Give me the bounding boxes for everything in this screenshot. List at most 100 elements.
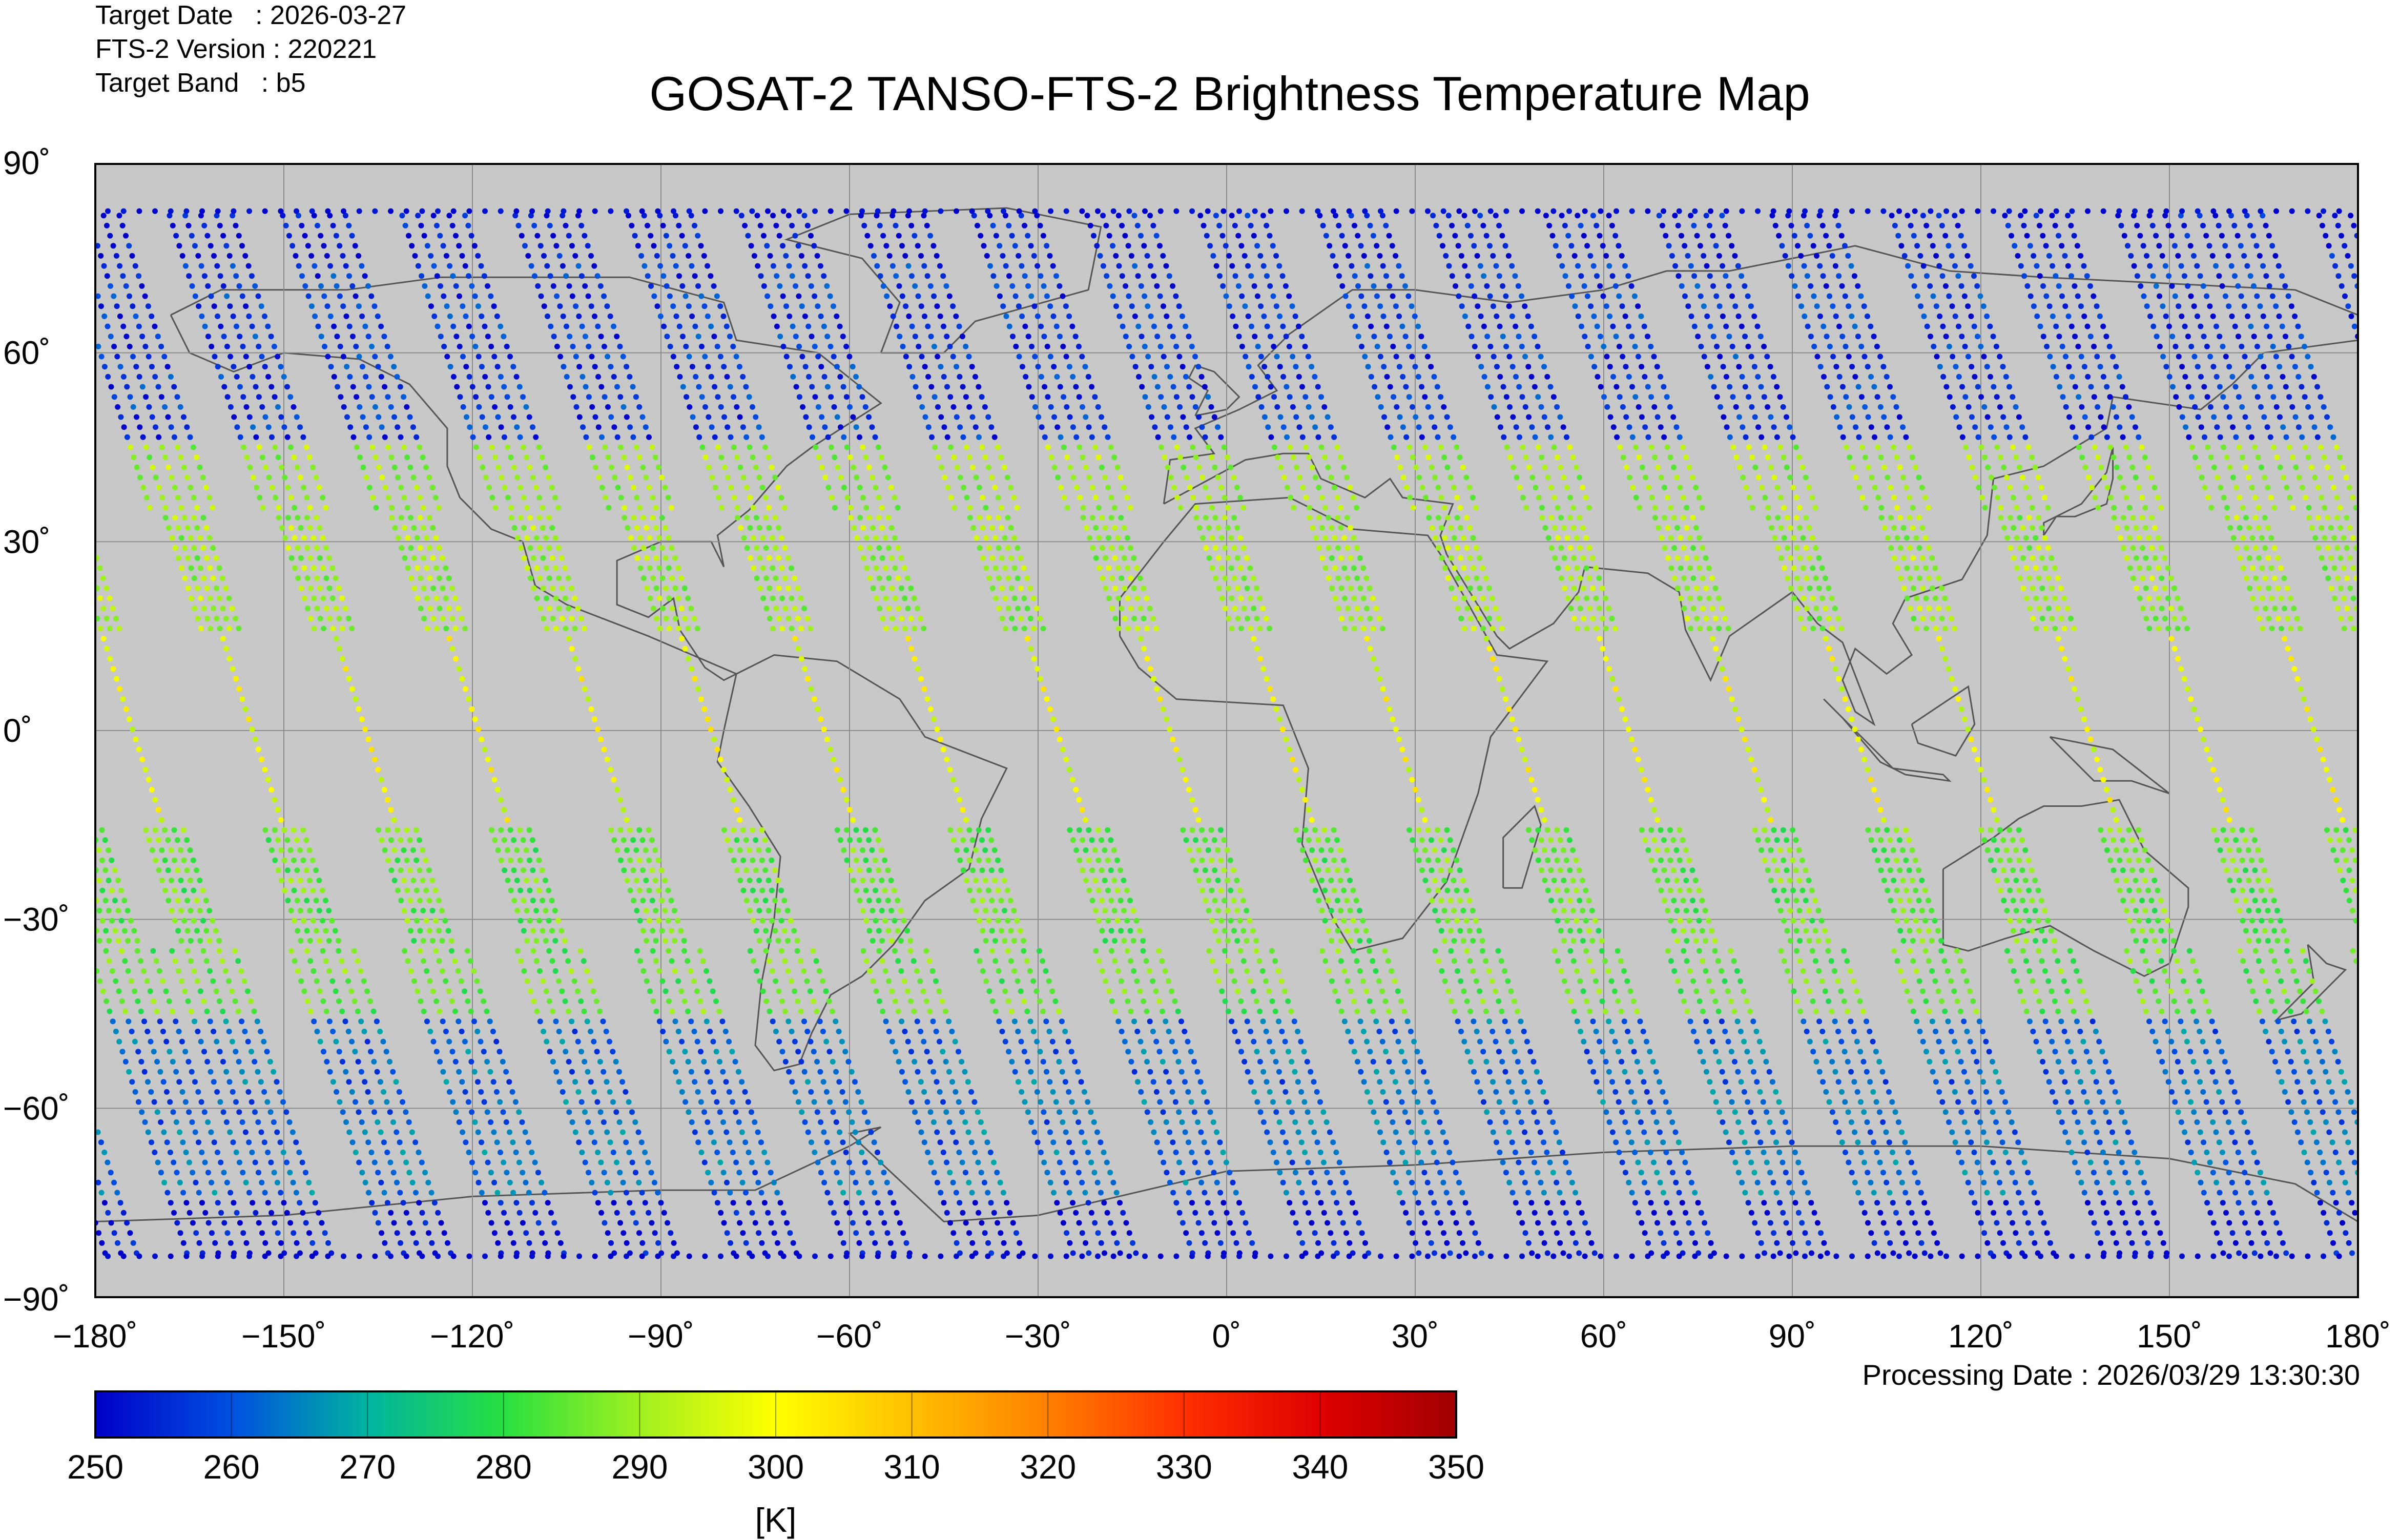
swath-point <box>1215 424 1220 430</box>
swath-point <box>1011 908 1017 913</box>
swath-point <box>1002 988 1008 994</box>
swath-point <box>1263 978 1269 984</box>
swath-point <box>433 535 439 541</box>
swath-point <box>963 817 969 823</box>
swath-point <box>608 364 614 370</box>
swath-point <box>980 928 986 934</box>
swath-point <box>654 615 659 621</box>
swath-point <box>646 1210 652 1216</box>
swath-point <box>812 293 818 299</box>
swath-point <box>821 273 827 279</box>
swath-point <box>1257 1008 1263 1014</box>
swath-point <box>1290 1210 1296 1216</box>
swath-point <box>1076 797 1082 803</box>
swath-point <box>462 988 468 994</box>
swath-point <box>1154 283 1160 289</box>
swath-point <box>859 1149 865 1155</box>
swath-point <box>709 474 715 481</box>
swath-point <box>532 1210 539 1216</box>
swath-point <box>979 837 985 843</box>
swath-point <box>204 585 210 591</box>
swath-point <box>1029 394 1035 400</box>
swath-point <box>603 494 609 501</box>
swath-point <box>1005 515 1011 521</box>
swath-point <box>375 364 381 370</box>
swath-point <box>816 968 822 974</box>
swath-point <box>210 978 216 984</box>
swath-point <box>1075 1170 1082 1176</box>
swath-point <box>535 283 541 289</box>
swath-point <box>1209 454 1215 461</box>
swath-point <box>466 1149 472 1155</box>
swath-point <box>1238 565 1244 571</box>
swath-point <box>535 1220 542 1226</box>
swath-point <box>227 1129 233 1135</box>
swath-point <box>1101 1149 1107 1155</box>
swath-point <box>162 505 169 511</box>
swath-point <box>1229 1018 1235 1025</box>
swath-point <box>1037 998 1043 1004</box>
swath-point <box>1001 908 1007 913</box>
swath-point <box>1254 1049 1260 1055</box>
swath-point <box>600 1018 606 1025</box>
swath-point <box>1170 736 1176 742</box>
swath-point <box>294 464 300 470</box>
swath-point <box>1206 525 1212 531</box>
swath-point <box>650 928 656 934</box>
swath-point <box>110 666 116 672</box>
swath-point <box>165 867 171 873</box>
swath-point <box>313 867 319 873</box>
swath-point <box>919 404 925 410</box>
swath-point <box>734 404 740 410</box>
swath-point <box>831 404 837 410</box>
swath-point <box>2286 394 2292 400</box>
swath-point <box>763 948 769 954</box>
swath-point <box>1184 474 1190 481</box>
swath-point <box>1009 615 1015 621</box>
swath-point <box>781 898 788 904</box>
swath-point <box>1114 1240 1120 1246</box>
swath-point <box>1025 334 1031 340</box>
swath-point <box>1133 1250 1139 1256</box>
swath-point <box>354 444 360 450</box>
swath-point <box>1299 1190 1305 1196</box>
swath-point <box>595 323 601 329</box>
swath-point <box>1079 353 1085 360</box>
swath-point <box>702 353 708 360</box>
swath-point <box>652 1230 658 1236</box>
swath-point <box>212 353 218 360</box>
swath-point <box>450 1099 456 1105</box>
swath-point <box>623 1190 629 1196</box>
swath-point <box>676 1079 682 1085</box>
swath-point <box>1312 887 1318 893</box>
swath-point <box>966 1179 972 1185</box>
swath-point <box>875 444 881 450</box>
swath-point <box>181 918 188 924</box>
swath-point <box>613 1109 619 1115</box>
swath-point <box>1063 1179 1069 1185</box>
swath-point <box>512 213 519 219</box>
swath-point <box>847 454 853 461</box>
swath-point <box>290 1179 296 1185</box>
swath-point <box>1450 1159 1456 1166</box>
swath-point <box>209 343 215 349</box>
swath-point <box>594 1099 601 1105</box>
swath-point <box>2319 555 2325 561</box>
swath-point <box>475 726 481 732</box>
swath-point <box>1338 1008 1344 1014</box>
swath-point <box>521 928 527 934</box>
swath-point <box>1351 1049 1357 1055</box>
swath-point <box>364 988 370 994</box>
swath-point <box>901 565 907 571</box>
swath-point <box>1205 444 1211 450</box>
swath-point <box>767 253 773 259</box>
swath-point <box>519 233 525 239</box>
swath-point <box>1013 343 1019 349</box>
swath-point <box>591 263 597 269</box>
swath-point <box>231 364 237 370</box>
swath-point <box>233 1149 239 1155</box>
swath-point <box>381 787 387 793</box>
swath-point <box>426 1230 432 1236</box>
swath-point <box>543 565 549 571</box>
swath-point <box>274 1079 280 1085</box>
